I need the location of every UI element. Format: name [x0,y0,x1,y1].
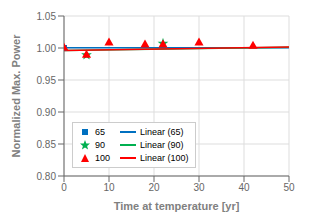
svg-text:30: 30 [193,182,205,193]
svg-text:10: 10 [103,182,115,193]
html-text:Linear (65): Linear (65) [140,127,184,137]
svg-text:Time at temperature [yr]: Time at temperature [yr] [114,200,240,212]
svg-text:Normalized Max. Power: Normalized Max. Power [10,34,22,158]
svg-text:40: 40 [238,182,250,193]
svg-text:1.05: 1.05 [37,11,57,22]
svg-text:0.95: 0.95 [37,75,57,86]
html-text:Linear (90): Linear (90) [140,140,184,150]
svg-text:0.80: 0.80 [37,171,57,182]
svg-text:0.85: 0.85 [37,139,57,150]
html-text:100: 100 [95,153,110,163]
html-text:90: 90 [95,140,105,150]
svg-text:50: 50 [283,182,295,193]
svg-text:0.90: 0.90 [37,107,57,118]
html-text:65: 65 [95,127,105,137]
svg-text:0: 0 [61,182,67,193]
html-text:Linear (100): Linear (100) [140,153,189,163]
svg-text:1.00: 1.00 [37,43,57,54]
svg-text:20: 20 [148,182,160,193]
